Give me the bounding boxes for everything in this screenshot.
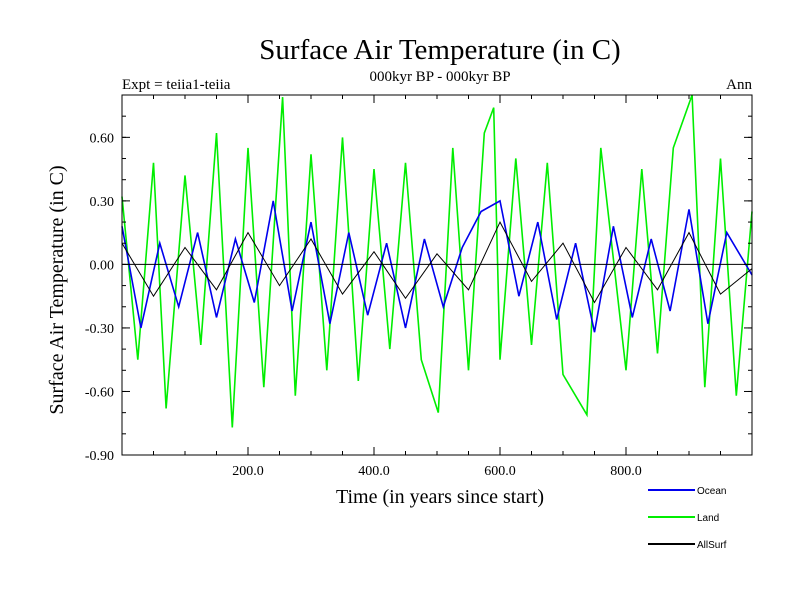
plot-frame xyxy=(121,94,753,456)
series-line-ocean xyxy=(121,199,753,333)
series-layer xyxy=(121,94,753,428)
x-tick-label: 800.0 xyxy=(610,464,642,479)
season-label: Ann xyxy=(726,77,752,93)
y-axis-label: Surface Air Temperature (in C) xyxy=(46,165,68,414)
experiment-label: Expt = teiia1-teiia xyxy=(122,77,231,93)
y-tick-label: -0.90 xyxy=(85,449,114,464)
chart-subtitle: 000kyr BP - 000kyr BP xyxy=(369,69,510,85)
chart-title: Surface Air Temperature (in C) xyxy=(259,34,620,66)
x-tick-label: 200.0 xyxy=(232,464,264,479)
x-tick-label: 400.0 xyxy=(358,464,390,479)
y-tick-label: 0.60 xyxy=(90,131,115,146)
x-tick-label: 600.0 xyxy=(484,464,516,479)
y-tick-label: -0.60 xyxy=(85,385,114,400)
legend-label-land: Land xyxy=(697,513,719,524)
series-line-allsurf xyxy=(121,220,753,304)
legend-label-ocean: Ocean xyxy=(697,486,726,497)
y-tick-label: -0.30 xyxy=(85,322,114,337)
y-tick-label: 0.00 xyxy=(90,258,115,273)
x-axis-label: Time (in years since start) xyxy=(336,486,544,508)
axis-layer: -0.90 -0.60 -0.30 0.00 0.30 0.60 200.0 400.0 600… xyxy=(85,94,752,479)
y-tick-label: 0.30 xyxy=(90,195,115,210)
legend: Ocean Land AllSurf xyxy=(648,486,727,551)
legend-label-allsurf: AllSurf xyxy=(697,540,727,551)
series-line-land xyxy=(121,94,753,428)
